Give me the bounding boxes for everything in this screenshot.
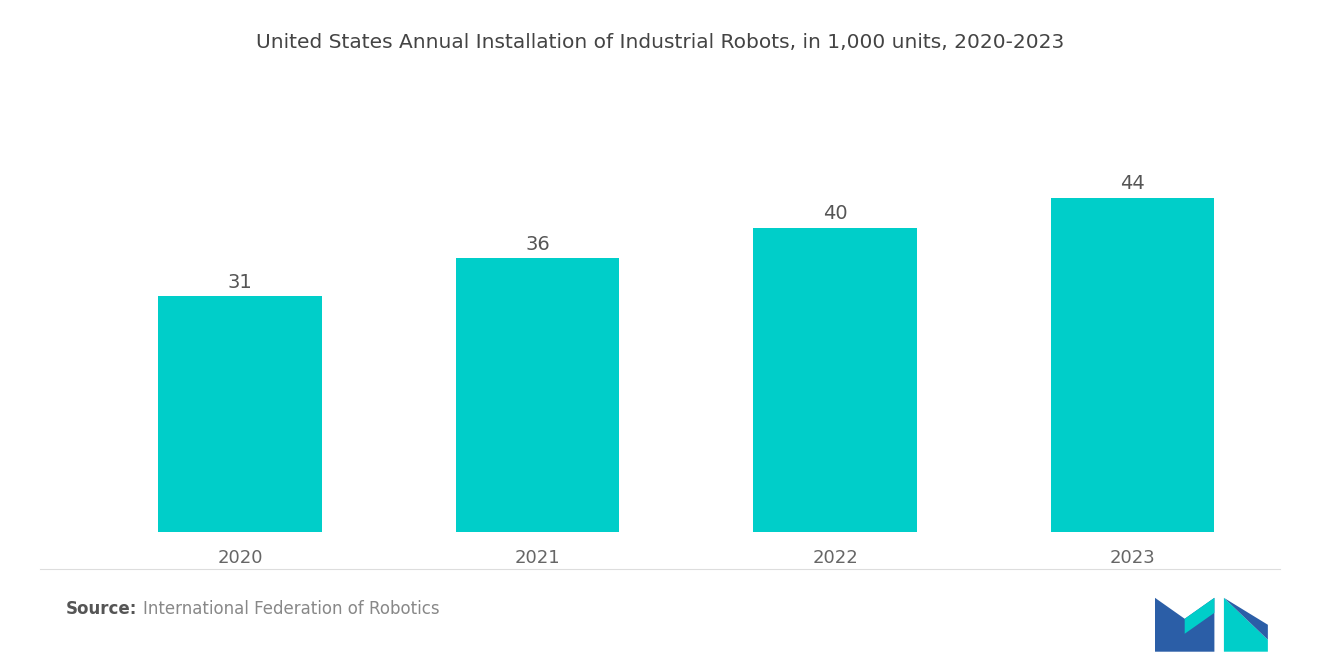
Bar	[455, 259, 619, 532]
Text: United States Annual Installation of Industrial Robots, in 1,000 units, 2020-202: United States Annual Installation of Ind…	[256, 33, 1064, 53]
Bar	[158, 297, 322, 532]
Text: 31: 31	[228, 273, 252, 292]
Text: 44: 44	[1121, 174, 1144, 193]
Polygon shape	[1224, 598, 1267, 652]
Polygon shape	[1224, 598, 1267, 640]
Polygon shape	[1155, 598, 1214, 652]
Polygon shape	[1185, 598, 1214, 634]
Text: 36: 36	[525, 235, 550, 254]
Text: 40: 40	[822, 204, 847, 223]
Text: Source:: Source:	[66, 600, 137, 618]
Text: International Federation of Robotics: International Federation of Robotics	[143, 600, 440, 618]
Bar	[1051, 198, 1214, 532]
Bar	[754, 228, 917, 532]
